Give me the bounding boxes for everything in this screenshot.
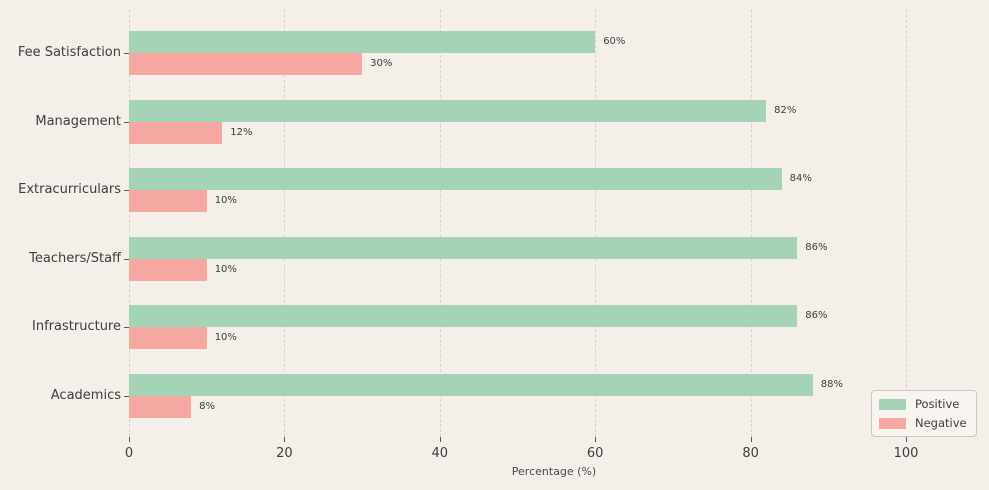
x-tick-label-40: 40 xyxy=(431,446,449,461)
gridline-0 xyxy=(129,10,130,437)
category-label-teachers-staff: Teachers/Staff xyxy=(29,250,121,266)
negative-bar-fee-satisfaction xyxy=(129,53,363,75)
y-tick-mark xyxy=(124,121,129,123)
positive-bar-management xyxy=(129,99,767,122)
category-label-infrastructure: Infrastructure xyxy=(32,319,121,334)
y-tick-mark xyxy=(124,258,129,260)
gridline-80 xyxy=(750,10,752,437)
gridline-100 xyxy=(906,10,907,437)
positive-bar-extracurriculars xyxy=(129,168,782,190)
positive-value-label-extracurriculars: 84% xyxy=(789,173,812,184)
gridline-20 xyxy=(284,10,286,437)
negative-bar-teachers-staff xyxy=(129,258,207,281)
legend-entry-negative: Negative xyxy=(879,416,967,430)
y-tick-mark xyxy=(124,190,129,191)
x-tick-mark-20 xyxy=(284,437,286,442)
category-label-academics: Academics xyxy=(50,387,121,403)
negative-value-label-academics: 8% xyxy=(199,400,216,412)
y-tick-mark xyxy=(124,327,129,328)
negative-value-label-management: 12% xyxy=(230,126,253,138)
x-tick-mark-60 xyxy=(595,437,597,442)
negative-value-label-infrastructure: 10% xyxy=(214,332,237,343)
negative-bar-extracurriculars xyxy=(129,190,207,212)
y-tick-mark xyxy=(124,395,129,397)
gridline-60 xyxy=(595,10,597,437)
positive-value-label-management: 82% xyxy=(774,104,797,116)
negative-value-label-extracurriculars: 10% xyxy=(214,195,237,206)
x-tick-label-60: 60 xyxy=(586,446,604,461)
x-tick-label-80: 80 xyxy=(742,446,759,461)
negative-value-label-teachers-staff: 10% xyxy=(214,263,237,275)
x-tick-mark-100 xyxy=(906,437,907,442)
legend-entry-positive: Positive xyxy=(879,397,967,411)
positive-swatch xyxy=(879,398,906,410)
gridline-40 xyxy=(439,10,441,437)
negative-swatch xyxy=(879,417,906,429)
negative-bar-infrastructure xyxy=(129,327,207,349)
legend-label-positive: Positive xyxy=(915,397,960,411)
x-tick-mark-0 xyxy=(129,437,130,442)
negative-bar-management xyxy=(129,121,223,144)
category-label-fee-satisfaction: Fee Satisfaction xyxy=(17,45,121,60)
negative-bar-academics xyxy=(129,395,192,418)
y-tick-mark xyxy=(124,53,129,54)
negative-value-label-fee-satisfaction: 30% xyxy=(370,58,393,69)
positive-bar-teachers-staff xyxy=(129,236,798,259)
positive-bar-infrastructure xyxy=(129,305,798,327)
x-tick-mark-40 xyxy=(439,437,441,442)
positive-value-label-infrastructure: 86% xyxy=(805,310,828,321)
legend-label-negative: Negative xyxy=(915,416,967,430)
positive-bar-academics xyxy=(129,373,813,396)
positive-value-label-fee-satisfaction: 60% xyxy=(603,36,626,47)
positive-bar-fee-satisfaction xyxy=(129,31,596,53)
x-tick-mark-80 xyxy=(750,437,752,442)
x-tick-label-100: 100 xyxy=(893,446,919,461)
positive-value-label-teachers-staff: 86% xyxy=(805,241,828,253)
legend: Positive Negative xyxy=(871,390,977,437)
x-tick-label-0: 0 xyxy=(124,446,134,461)
category-label-extracurriculars: Extracurriculars xyxy=(18,182,121,197)
x-axis-label: Percentage (%) xyxy=(511,465,597,478)
positive-value-label-academics: 88% xyxy=(820,378,843,390)
category-label-management: Management xyxy=(35,113,121,129)
x-tick-label-20: 20 xyxy=(276,446,293,461)
